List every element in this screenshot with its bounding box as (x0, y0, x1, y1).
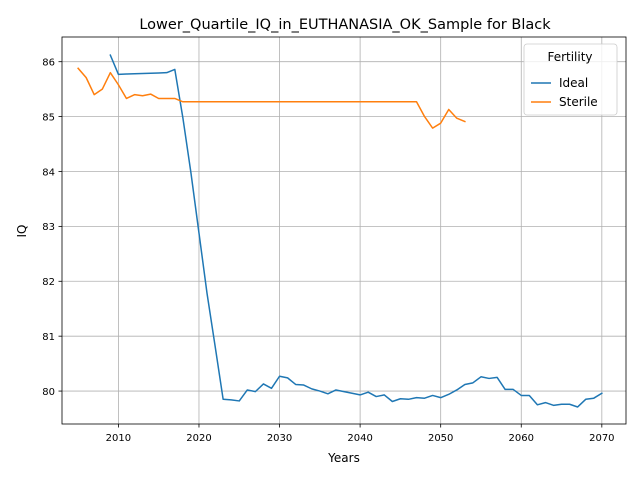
x-tick-label: 2050 (428, 433, 453, 444)
x-tick-label: 2030 (267, 433, 292, 444)
legend-title: Fertility (547, 50, 592, 64)
chart-title: Lower_Quartile_IQ_in_EUTHANASIA_OK_Sampl… (139, 17, 551, 33)
legend: Fertility Ideal Sterile (524, 44, 617, 115)
x-tick-label: 2040 (347, 433, 372, 444)
x-tick-label: 2010 (106, 433, 131, 444)
y-tick-label: 83 (42, 222, 55, 233)
x-tick-label: 2060 (509, 433, 534, 444)
y-tick-label: 81 (42, 332, 55, 343)
y-tick-label: 86 (42, 58, 55, 69)
x-axis-label: Years (327, 451, 360, 465)
y-tick-label: 85 (42, 112, 55, 123)
y-tick-label: 84 (42, 167, 55, 178)
x-tick-label: 2020 (186, 433, 211, 444)
y-tick-label: 82 (42, 277, 55, 288)
legend-label-ideal: Ideal (559, 76, 588, 90)
legend-label-sterile: Sterile (559, 95, 598, 109)
y-tick-label: 80 (42, 387, 55, 398)
y-axis-label: IQ (15, 225, 29, 238)
x-tick-label: 2070 (589, 433, 614, 444)
